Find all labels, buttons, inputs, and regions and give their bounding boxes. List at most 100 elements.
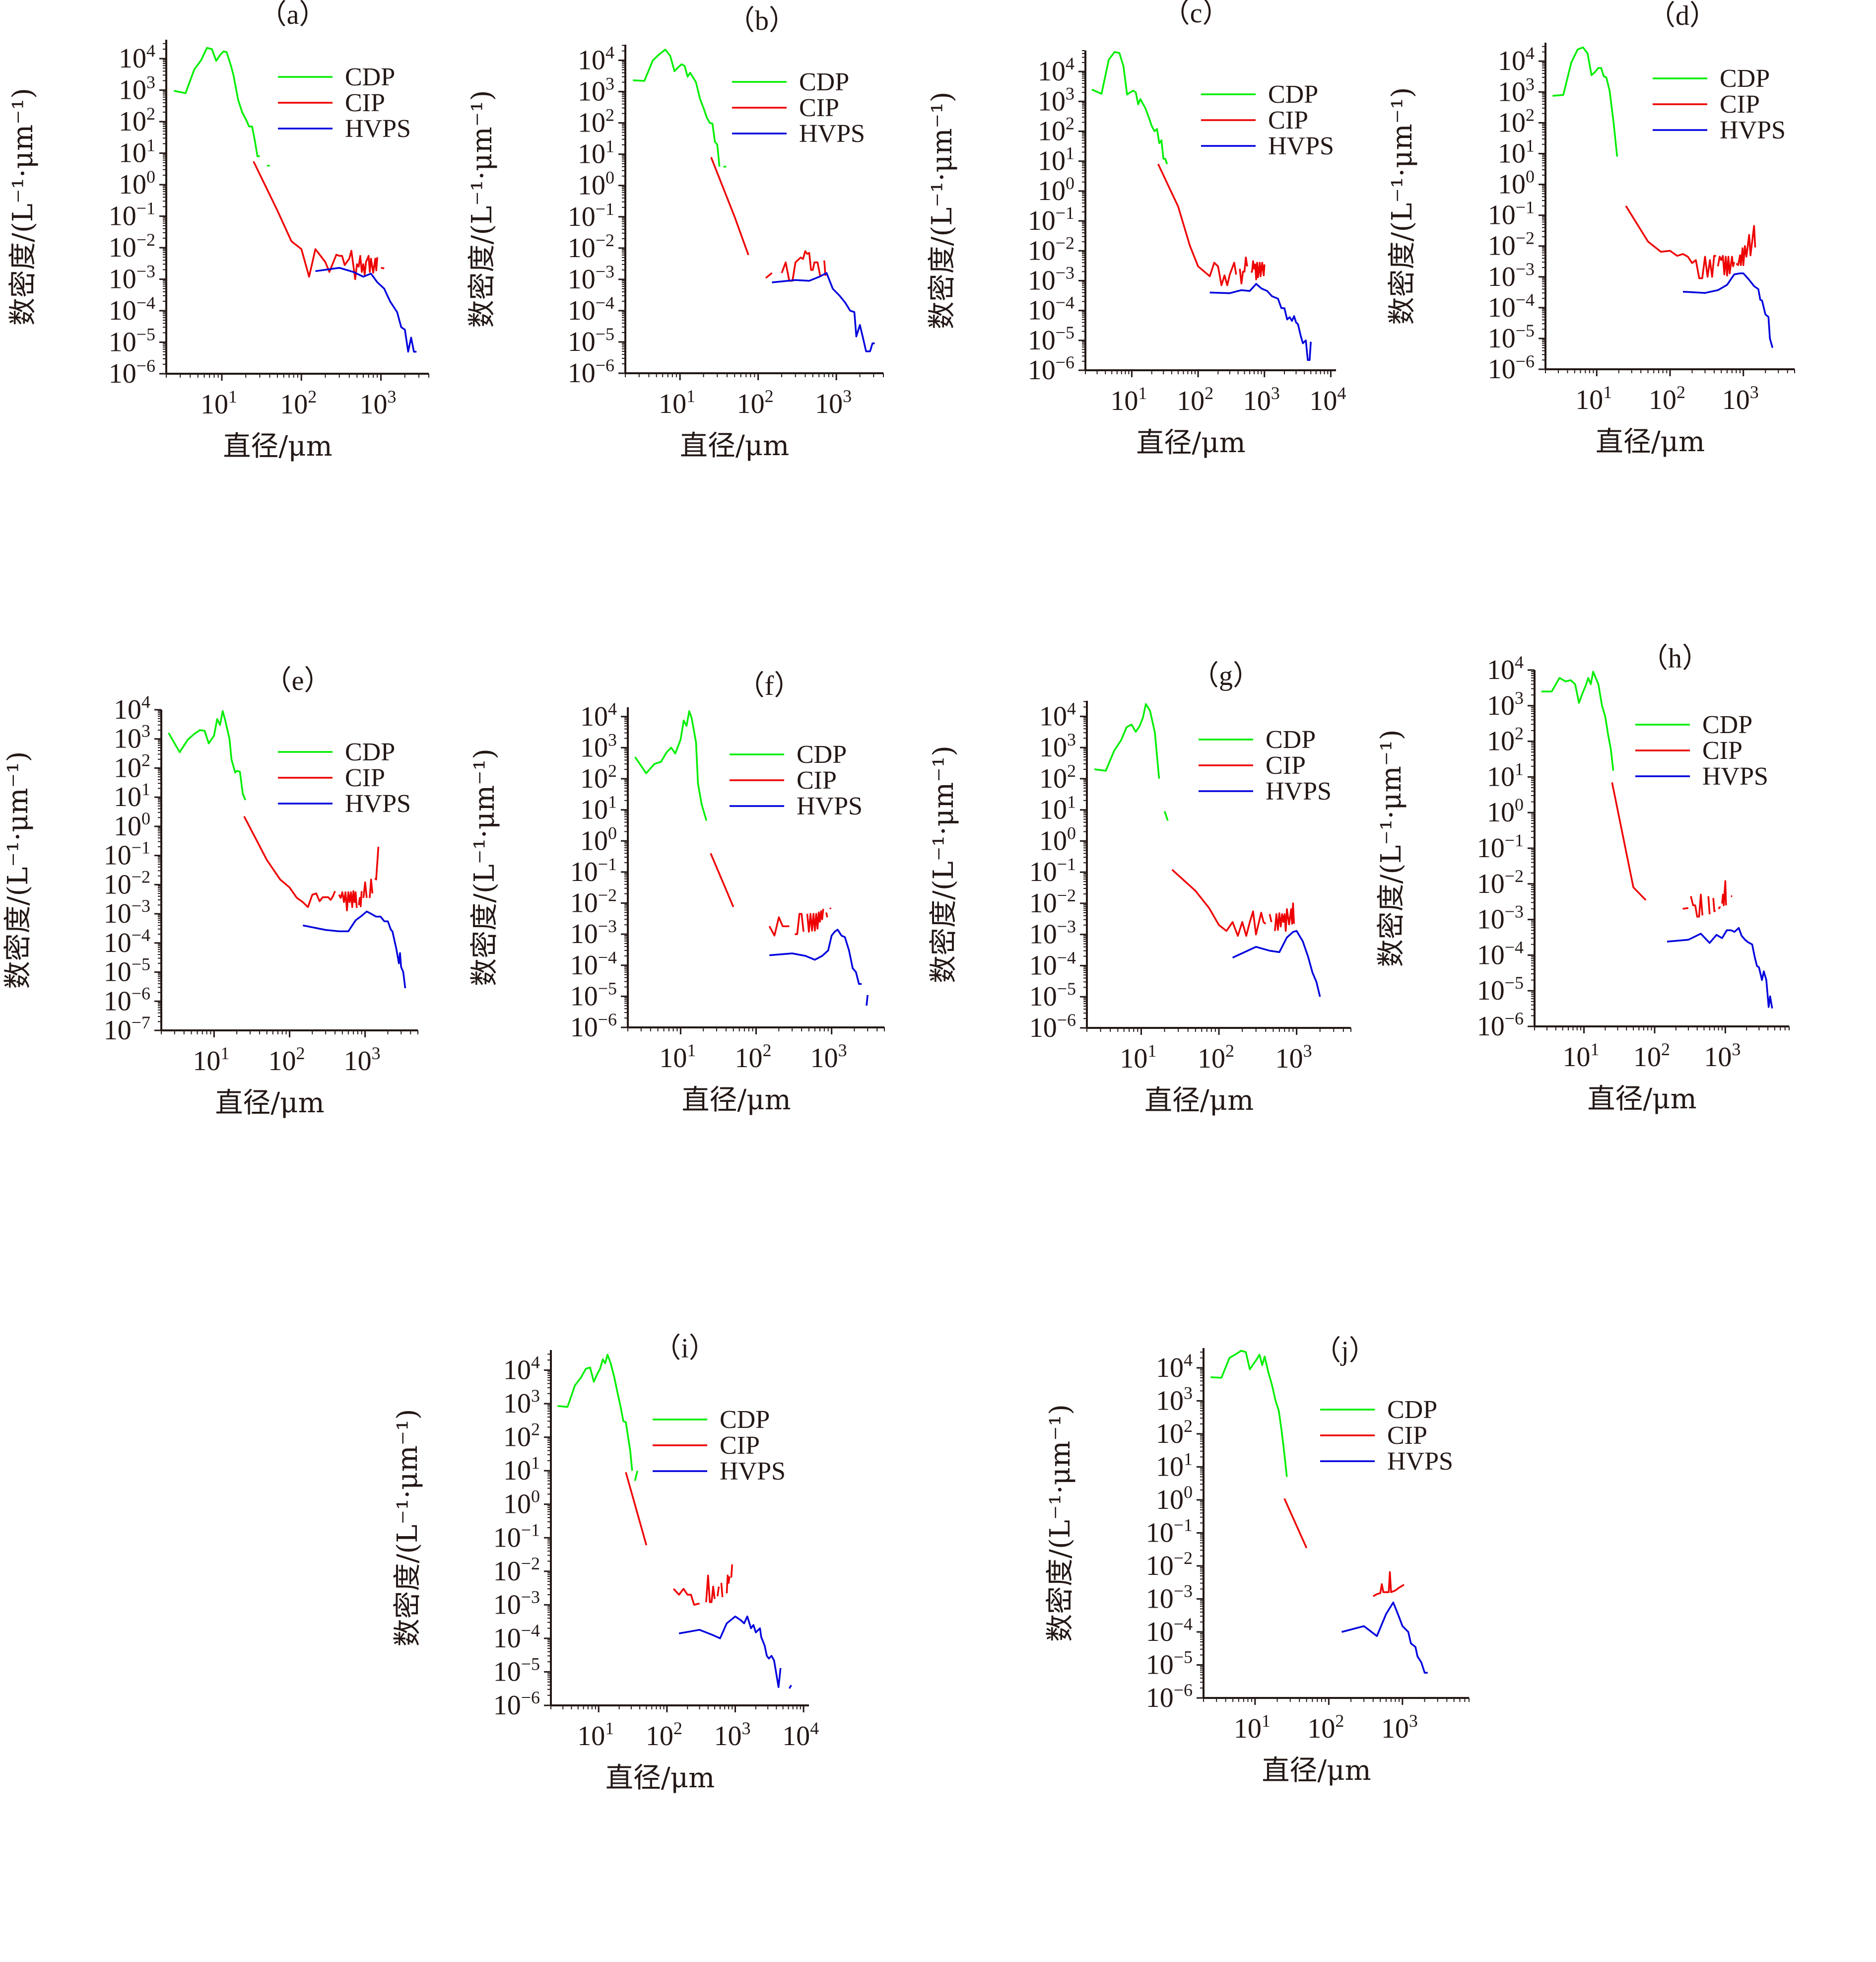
series-cip-line [1611, 782, 1647, 901]
y-tick-label: 10−4 [570, 947, 617, 981]
y-tick-label: 10−3 [1029, 917, 1076, 950]
legend-label-hvps: HVPS [1720, 116, 1786, 144]
x-axis-title: 直径/μm [681, 1084, 791, 1116]
y-axis-title: 数密度/(L⁻¹·μm⁻¹) [1044, 1404, 1076, 1642]
y-tick-label: 101 [1038, 143, 1074, 177]
series-cip-line [781, 250, 821, 282]
series-cip-line [825, 912, 828, 918]
y-tick-label: 101 [1487, 759, 1524, 792]
legend-label-cip: CIP [1720, 90, 1760, 119]
panel-f: （f）10410310210110010−110−210−310−410−510… [469, 671, 885, 1116]
legend-label-cip: CIP [1702, 737, 1742, 765]
y-tick-label: 102 [580, 761, 617, 794]
legend-label-hvps: HVPS [799, 120, 865, 148]
y-tick-label: 10−2 [1146, 1548, 1193, 1581]
y-tick-label: 10−3 [109, 262, 155, 295]
series-hvps-line [1209, 283, 1312, 361]
y-tick-label: 10−1 [104, 838, 150, 871]
x-tick-label: 101 [1120, 1041, 1156, 1074]
legend-label-hvps: HVPS [720, 1457, 786, 1486]
y-axis-title: 数密度/(L⁻¹·μm⁻¹) [469, 748, 501, 986]
x-tick-label: 102 [735, 1040, 772, 1074]
x-tick-label: 103 [810, 1040, 847, 1074]
series-cip-line [829, 907, 832, 910]
series-cip-line [672, 1588, 700, 1606]
x-axis-title: 直径/μm [1136, 427, 1245, 459]
y-tick-label: 100 [1487, 795, 1524, 828]
series-hvps-line [315, 267, 417, 353]
series-cip-line [362, 881, 368, 898]
x-tick-label: 103 [1704, 1039, 1741, 1073]
x-axis-title: 直径/μm [1596, 426, 1705, 458]
x-tick-label: 102 [646, 1718, 682, 1752]
y-tick-label: 10−4 [1477, 937, 1524, 970]
x-tick-label: 102 [737, 386, 774, 419]
y-tick-label: 103 [1038, 83, 1074, 117]
y-tick-label: 10−6 [1488, 351, 1535, 385]
panel-label: （a） [259, 0, 327, 30]
series-cdp-line [1541, 671, 1614, 771]
y-tick-label: 10−5 [109, 325, 155, 358]
y-tick-label: 10−3 [570, 916, 617, 949]
y-tick-label: 10−3 [1146, 1581, 1193, 1614]
y-tick-label: 102 [1498, 105, 1535, 138]
legend-label-hvps: HVPS [1268, 132, 1334, 160]
y-tick-label: 10−2 [1028, 233, 1074, 266]
y-tick-label: 10−5 [1029, 979, 1076, 1012]
legend-label-cip: CIP [345, 89, 385, 117]
y-tick-label: 102 [114, 750, 150, 783]
x-axis-title: 直径/μm [223, 430, 332, 463]
y-tick-label: 10−4 [1488, 290, 1535, 323]
y-axis-title: 数密度/(L⁻¹·μm⁻¹) [1386, 87, 1418, 325]
series-cip-line [1269, 914, 1273, 923]
panel-a: （a）10410310210110010−110−210−310−410−510… [7, 0, 429, 463]
series-cip-line [768, 916, 790, 937]
panel-e: （e）10410310210110010−110−210−310−410−510… [2, 666, 418, 1119]
y-tick-label: 10−5 [493, 1654, 540, 1687]
y-tick-label: 102 [1039, 761, 1076, 794]
x-tick-label: 102 [268, 1043, 305, 1077]
y-tick-label: 10−3 [1028, 263, 1074, 296]
series-cip-line [1625, 205, 1716, 279]
y-tick-label: 100 [578, 168, 614, 201]
series-cdp-line [633, 49, 721, 167]
y-tick-label: 10−2 [1477, 866, 1524, 899]
series-cdp-line [634, 1470, 639, 1481]
panel-label: （i） [653, 1333, 717, 1364]
y-tick-label: 102 [1487, 724, 1524, 757]
y-tick-label: 104 [1156, 1350, 1193, 1383]
series-cip-line [338, 890, 358, 912]
legend-label-cdp: CDP [1266, 726, 1316, 754]
x-tick-label: 103 [714, 1718, 750, 1752]
x-tick-label: 103 [1381, 1711, 1418, 1744]
panel-label: （g） [1191, 661, 1261, 691]
series-hvps-line [1682, 272, 1774, 348]
y-tick-label: 103 [114, 721, 150, 754]
y-tick-label: 10−6 [1477, 1009, 1524, 1042]
legend-label-cdp: CDP [1702, 711, 1752, 739]
y-tick-label: 103 [119, 72, 155, 106]
y-tick-label: 10−4 [1028, 293, 1074, 326]
panel-g: （g）10410310210110010−110−210−310−410−510… [928, 661, 1351, 1117]
series-cip-line [726, 1574, 731, 1594]
x-tick-label: 102 [1649, 382, 1685, 415]
y-tick-label: 104 [119, 41, 155, 74]
y-axis-title: 数密度/(L⁻¹·μm⁻¹) [928, 745, 960, 983]
series-cip-line [243, 815, 336, 908]
y-tick-label: 104 [1039, 698, 1076, 732]
y-tick-label: 10−6 [1028, 352, 1074, 386]
y-tick-label: 10−5 [568, 324, 614, 357]
y-tick-label: 10−6 [570, 1010, 617, 1043]
legend-label-cip: CIP [1266, 751, 1306, 780]
series-cip-line [710, 157, 749, 256]
series-cip-line [1283, 1498, 1308, 1549]
series-cip-line [1171, 869, 1267, 937]
legend-label-cdp: CDP [797, 741, 847, 769]
y-tick-label: 10−2 [109, 230, 155, 263]
y-tick-label: 100 [503, 1487, 540, 1520]
y-tick-label: 100 [114, 809, 150, 842]
panel-d: （d）10410310210110010−110−210−310−410−510… [1386, 0, 1795, 458]
y-tick-label: 10−2 [493, 1554, 540, 1587]
